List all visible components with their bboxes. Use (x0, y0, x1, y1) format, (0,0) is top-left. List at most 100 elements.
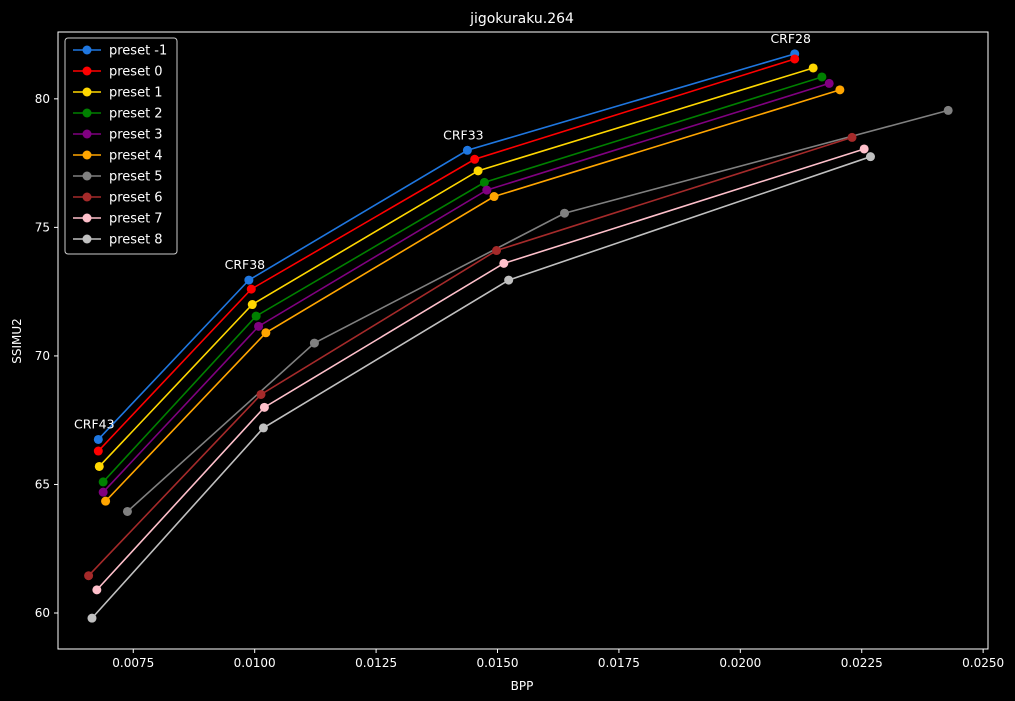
data-point (943, 105, 953, 115)
x-tick-label: 0.0075 (112, 656, 154, 670)
series-line (98, 67, 814, 468)
data-point (817, 72, 827, 82)
data-point (84, 571, 94, 581)
legend-label: preset -1 (109, 44, 167, 59)
data-point (489, 192, 499, 202)
data-point (261, 328, 271, 338)
legend-swatch-marker (82, 129, 92, 139)
x-tick-label: 0.0250 (962, 656, 1004, 670)
legend-swatch-marker (82, 66, 92, 76)
data-point (470, 154, 480, 164)
data-point (247, 300, 257, 310)
series-line (88, 136, 853, 577)
x-tick-label: 0.0100 (234, 656, 276, 670)
data-point (256, 389, 266, 399)
y-tick-label: 80 (35, 92, 50, 106)
data-point (259, 402, 269, 412)
data-point (251, 311, 261, 321)
legend-label: preset 7 (109, 212, 163, 227)
x-tick-label: 0.0125 (355, 656, 397, 670)
annotation-label: CRF38 (225, 257, 266, 272)
data-point (859, 144, 869, 154)
series-line (91, 155, 871, 619)
plot-area: 0.0075 0.0100 0.0125 0.0150 0.0175 0.0200 0.02… (35, 31, 1004, 670)
legend-label: preset 1 (109, 86, 163, 101)
legend-swatch-marker (82, 87, 92, 97)
data-point (504, 275, 514, 285)
legend-item: preset 6 (73, 191, 163, 206)
data-point (560, 208, 570, 218)
legend-item: preset 3 (73, 128, 163, 143)
y-tick-label: 70 (35, 349, 50, 363)
chart-title: jigokuraku.264 (469, 11, 574, 27)
series-line (105, 89, 841, 502)
x-tick-label: 0.0225 (841, 656, 883, 670)
data-point (254, 321, 264, 331)
legend-swatch-marker (82, 150, 92, 160)
data-point (101, 496, 111, 506)
axes-frame (57, 31, 989, 650)
legend-item: preset 7 (73, 212, 163, 227)
annotation-label: CRF33 (443, 127, 484, 142)
x-axis-label: BPP (511, 679, 534, 693)
data-point (87, 613, 97, 623)
legend-item: preset 1 (73, 86, 163, 101)
legend-label: preset 8 (109, 233, 163, 248)
data-point (93, 434, 103, 444)
data-point (309, 338, 319, 348)
legend-item: preset -1 (73, 44, 167, 59)
legend-swatch-marker (82, 213, 92, 223)
data-point (94, 461, 104, 471)
legend-label: preset 5 (109, 170, 163, 185)
y-axis-label: SSIMU2 (10, 318, 24, 364)
data-point (93, 446, 103, 456)
data-point (473, 166, 483, 176)
data-point (499, 258, 509, 268)
series-line (126, 109, 949, 513)
data-point (482, 185, 492, 195)
data-point (98, 487, 108, 497)
y-tick-label: 75 (35, 220, 50, 234)
legend-item: preset 2 (73, 107, 163, 122)
y-tick-label: 60 (35, 606, 50, 620)
data-point (98, 477, 108, 487)
legend-label: preset 3 (109, 128, 163, 143)
legend-item: preset 5 (73, 170, 163, 185)
x-tick-label: 0.0200 (719, 656, 761, 670)
legend-label: preset 4 (109, 149, 163, 164)
legend-swatch-marker (82, 171, 92, 181)
data-point (865, 152, 875, 162)
data-point (492, 246, 502, 256)
annotation-label: CRF43 (74, 416, 115, 431)
annotation-label: CRF28 (770, 31, 811, 46)
legend: preset -1 preset 0 preset 1 preset 2 preset … (64, 37, 178, 255)
data-point (479, 177, 489, 187)
legend-swatch-marker (82, 45, 92, 55)
data-point (244, 275, 254, 285)
data-point (847, 132, 857, 142)
series-line (96, 148, 865, 591)
data-point (824, 78, 834, 88)
legend-item: preset 4 (73, 149, 163, 164)
data-point (246, 284, 256, 294)
legend-swatch-marker (82, 192, 92, 202)
legend-label: preset 0 (109, 65, 163, 80)
x-tick-label: 0.0175 (598, 656, 640, 670)
x-tick-label: 0.0150 (477, 656, 519, 670)
data-point (92, 585, 102, 595)
series-line (102, 82, 830, 493)
series-line (97, 58, 795, 452)
data-point (835, 85, 845, 95)
data-point (462, 145, 472, 155)
legend-swatch-marker (82, 108, 92, 118)
series-line (102, 76, 823, 483)
legend-item: preset 0 (73, 65, 163, 80)
series-line (97, 53, 795, 441)
legend-label: preset 6 (109, 191, 163, 206)
legend-item: preset 8 (73, 233, 163, 248)
data-point (808, 63, 818, 73)
y-tick-label: 65 (35, 477, 50, 491)
legend-swatch-marker (82, 234, 92, 244)
data-point (122, 506, 132, 516)
